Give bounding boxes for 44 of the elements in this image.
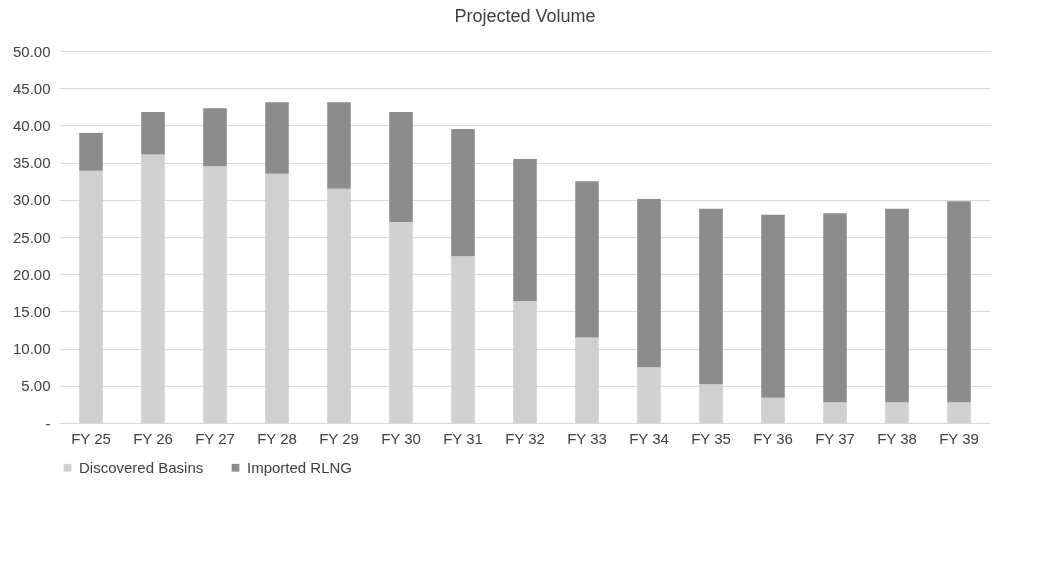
bar: [141, 112, 165, 155]
x-tick-label: FY 35: [691, 429, 731, 447]
y-tick-label: 5.00: [21, 377, 51, 395]
y-tick-label: 10.00: [12, 340, 51, 358]
bar: [637, 199, 661, 368]
chart-title: Projected Volume: [454, 6, 596, 26]
y-tick-label: 30.00: [12, 191, 51, 209]
bar: [79, 132, 103, 171]
bar: [203, 108, 227, 167]
x-tick-label: FY 26: [133, 429, 173, 447]
legend-label: Discovered Basins: [79, 458, 204, 476]
bar: [823, 213, 847, 403]
bar: [389, 112, 413, 223]
bar: [327, 102, 351, 189]
bar: [575, 181, 599, 338]
x-tick-label: FY 29: [319, 429, 359, 447]
bar: [947, 201, 971, 403]
bar: [885, 208, 909, 403]
y-tick-label: 20.00: [12, 265, 51, 283]
bar: [699, 208, 723, 385]
x-tick-label: FY 37: [815, 429, 855, 447]
y-tick-label: -: [45, 414, 51, 432]
y-tick-label: 15.00: [12, 302, 51, 320]
x-tick-label: FY 25: [71, 429, 111, 447]
x-tick-label: FY 38: [877, 429, 917, 447]
bar: [761, 214, 785, 398]
y-tick-label: 40.00: [12, 116, 51, 134]
x-tick-label: FY 27: [195, 429, 235, 447]
y-tick-label: 25.00: [12, 228, 51, 246]
bar: [513, 158, 537, 301]
y-tick-label: 50.00: [12, 42, 51, 60]
y-tick-label: 45.00: [12, 79, 51, 97]
x-tick-label: FY 30: [381, 429, 421, 447]
x-tick-label: FY 31: [443, 429, 483, 447]
x-tick-label: FY 33: [567, 429, 607, 447]
x-tick-label: FY 28: [257, 429, 297, 447]
x-tick-label: FY 32: [505, 429, 545, 447]
bar: [451, 129, 475, 257]
bar: [265, 102, 289, 174]
x-tick-label: FY 34: [629, 429, 669, 447]
y-tick-label: 35.00: [12, 154, 51, 172]
x-tick-label: FY 39: [939, 429, 979, 447]
x-tick-label: FY 36: [753, 429, 793, 447]
legend-label: Imported RLNG: [247, 458, 353, 476]
